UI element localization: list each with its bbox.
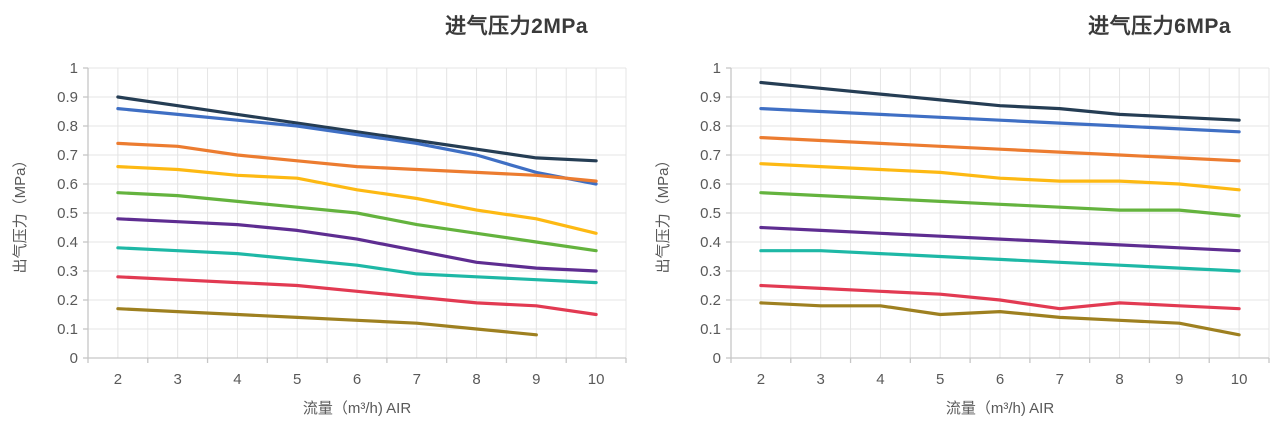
x-tick-label: 9 [532, 371, 540, 388]
x-tick-label: 8 [1115, 371, 1123, 388]
x-tick-label: 5 [936, 371, 944, 388]
series-line-blue [759, 106, 1241, 134]
y-tick-label: 0.7 [57, 147, 78, 164]
series-line-red [116, 275, 598, 317]
x-tick-label: 2 [114, 371, 122, 388]
y-tick-label: 0.2 [700, 292, 721, 309]
series [759, 80, 1241, 337]
x-tick-label: 3 [173, 371, 181, 388]
x-tick-label: 5 [293, 371, 301, 388]
x-tick-label: 7 [413, 371, 421, 388]
y-tick-label: 0.8 [57, 118, 78, 135]
series-line-teal [759, 249, 1241, 273]
y-tick-label: 0.6 [700, 176, 721, 193]
x-tick-label: 10 [1231, 371, 1248, 388]
x-tick-label: 10 [588, 371, 605, 388]
tick-labels: 0 0.1 0.2 0.3 0.4 0.5 0.6 0.7 0.8 0.9 1 2 3 4 5 6 7 8 9 10 [700, 60, 1247, 388]
chart-title-2mpa: 进气压力2MPa [445, 15, 588, 38]
series-line-purple [759, 225, 1241, 253]
x-tick-label: 4 [876, 371, 884, 388]
series-line-dark-navy [759, 80, 1241, 122]
tick-labels: 0 0.1 0.2 0.3 0.4 0.5 0.6 0.7 0.8 0.9 1 2 3 4 5 6 7 8 9 10 [57, 60, 604, 388]
series [116, 95, 598, 337]
y-tick-label: 0 [70, 350, 78, 367]
y-tick-label: 0.1 [700, 321, 721, 338]
chart-panel-2mpa: 0 0.1 0.2 0.3 0.4 0.5 0.6 0.7 0.8 0.9 1 2 3 4 5 6 7 8 9 10 … [0, 0, 640, 444]
series-line-dark-olive [759, 301, 1241, 337]
series-line-green [759, 191, 1241, 218]
y-tick-label: 0 [713, 350, 721, 367]
series-line-teal [116, 246, 598, 285]
y-axis-title-2mpa: 出气压力（MPa） [12, 152, 29, 274]
y-tick-label: 0.5 [700, 205, 721, 222]
axes [726, 67, 1270, 363]
chart-title-6mpa: 进气压力6MPa [1088, 15, 1231, 38]
chart-panel-6mpa: 0 0.1 0.2 0.3 0.4 0.5 0.6 0.7 0.8 0.9 1 2 3 4 5 6 7 8 9 10 … [643, 0, 1283, 444]
x-axis-title-6mpa: 流量（m³/h) AIR [945, 400, 1055, 417]
chart-2mpa-plot: 0 0.1 0.2 0.3 0.4 0.5 0.6 0.7 0.8 0.9 1 2 3 4 5 6 7 8 9 10 [57, 60, 627, 388]
y-tick-label: 0.5 [57, 205, 78, 222]
series-line-red [759, 283, 1241, 311]
series-line-dark-navy [116, 95, 598, 163]
x-tick-label: 4 [233, 371, 241, 388]
x-tick-label: 2 [757, 371, 765, 388]
y-tick-label: 0.8 [700, 118, 721, 135]
y-tick-label: 0.4 [700, 234, 721, 251]
series-line-dark-olive [116, 307, 538, 337]
y-tick-label: 0.4 [57, 234, 78, 251]
chart-6mpa-plot: 0 0.1 0.2 0.3 0.4 0.5 0.6 0.7 0.8 0.9 1 2 3 4 5 6 7 8 9 10 [700, 60, 1270, 388]
y-tick-label: 0.9 [700, 89, 721, 106]
x-axis-title-2mpa: 流量（m³/h) AIR [302, 400, 412, 417]
y-tick-label: 0.1 [57, 321, 78, 338]
x-tick-label: 7 [1056, 371, 1064, 388]
x-tick-label: 6 [996, 371, 1004, 388]
x-tick-label: 3 [816, 371, 824, 388]
series-line-orange [759, 136, 1241, 163]
series-line-yellow [116, 165, 598, 235]
series-line-green [116, 191, 598, 253]
y-tick-label: 1 [70, 60, 78, 77]
axes [83, 67, 627, 363]
series-line-purple [116, 217, 598, 273]
x-tick-label: 6 [353, 371, 361, 388]
series-line-blue [116, 106, 598, 186]
y-tick-label: 0.3 [57, 263, 78, 280]
y-tick-label: 1 [713, 60, 721, 77]
y-tick-label: 0.9 [57, 89, 78, 106]
series-line-yellow [759, 162, 1241, 192]
x-tick-label: 9 [1175, 371, 1183, 388]
y-tick-label: 0.3 [700, 263, 721, 280]
y-tick-label: 0.2 [57, 292, 78, 309]
series-line-orange [116, 141, 598, 183]
x-tick-label: 8 [472, 371, 480, 388]
y-tick-label: 0.7 [700, 147, 721, 164]
y-tick-label: 0.6 [57, 176, 78, 193]
y-axis-title-6mpa: 出气压力（MPa） [655, 152, 672, 274]
